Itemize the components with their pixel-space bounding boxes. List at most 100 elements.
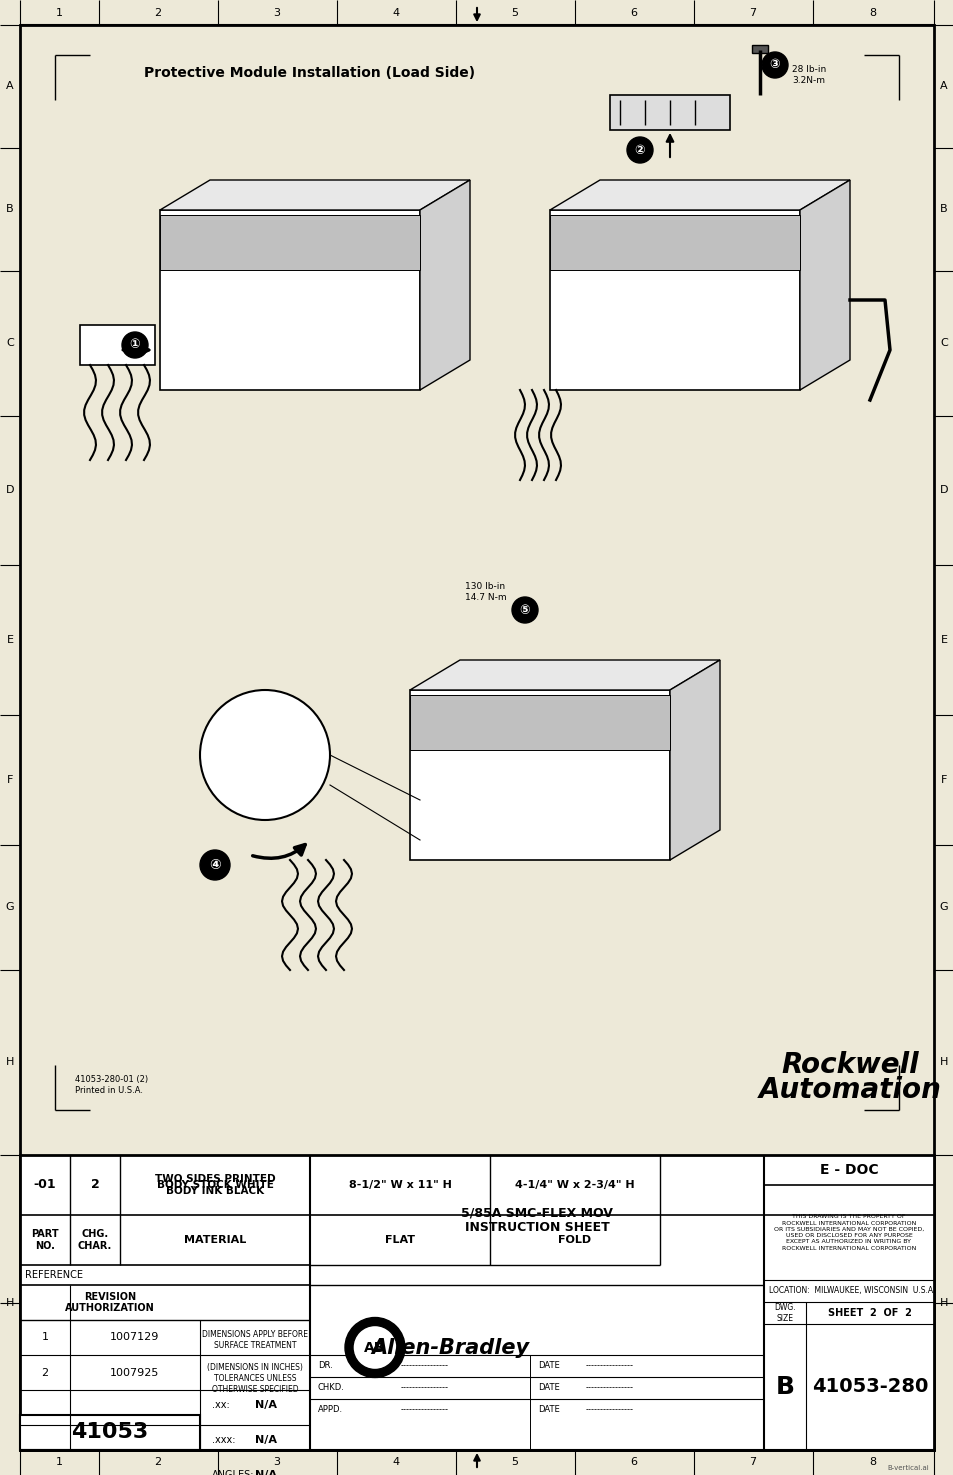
Text: FOLD: FOLD (558, 1235, 591, 1245)
Text: H: H (6, 1058, 14, 1066)
Text: DATE: DATE (537, 1361, 559, 1370)
Text: ----------------: ---------------- (400, 1406, 449, 1415)
Bar (519, 820, 550, 855)
Polygon shape (800, 180, 849, 389)
Text: H: H (939, 1298, 947, 1307)
Bar (569, 350, 599, 385)
Polygon shape (80, 324, 154, 364)
Text: DATE: DATE (537, 1406, 559, 1415)
Text: DATE: DATE (537, 1384, 559, 1392)
Text: ----------------: ---------------- (400, 1384, 449, 1392)
Text: ----------------: ---------------- (585, 1406, 634, 1415)
Text: N/A: N/A (254, 1471, 276, 1475)
Text: E - DOC: E - DOC (819, 1162, 878, 1177)
Circle shape (761, 52, 787, 78)
Text: B: B (6, 204, 13, 214)
Circle shape (353, 1326, 396, 1369)
Bar (225, 752, 305, 767)
Text: -01: -01 (33, 1179, 56, 1192)
Text: 41053-280: 41053-280 (811, 1378, 927, 1397)
Text: BODY STOCK WHITE: BODY STOCK WHITE (156, 1180, 274, 1190)
Bar (180, 350, 210, 385)
Text: 1: 1 (42, 1332, 49, 1342)
Text: APPD.: APPD. (317, 1406, 343, 1415)
Text: 1: 1 (55, 7, 63, 18)
Text: REFERENCE: REFERENCE (25, 1270, 83, 1280)
Text: .xxx:: .xxx: (212, 1435, 235, 1446)
Text: 130 lb-in
14.7 N-m: 130 lb-in 14.7 N-m (464, 583, 506, 602)
Polygon shape (160, 215, 419, 270)
Text: 8: 8 (868, 1457, 876, 1468)
Polygon shape (550, 180, 849, 209)
Text: DR.: DR. (317, 1361, 333, 1370)
Text: G: G (6, 903, 14, 912)
Circle shape (200, 850, 230, 881)
Bar (475, 820, 504, 855)
Text: 7: 7 (749, 1457, 756, 1468)
Polygon shape (669, 659, 720, 860)
Bar (430, 820, 459, 855)
Text: E: E (7, 636, 13, 645)
Polygon shape (419, 180, 470, 389)
Text: H: H (6, 1298, 14, 1307)
Text: A: A (940, 81, 947, 91)
Circle shape (345, 1317, 405, 1378)
Bar (615, 350, 644, 385)
Text: 4-1/4" W x 2-3/4" H: 4-1/4" W x 2-3/4" H (515, 1180, 634, 1190)
Text: PART
NO.: PART NO. (31, 1229, 59, 1251)
Text: FLAT: FLAT (385, 1235, 415, 1245)
Text: THIS DRAWING IS THE PROPERTY OF
ROCKWELL INTERNATIONAL CORPORATION
OR ITS SUBSID: THIS DRAWING IS THE PROPERTY OF ROCKWELL… (773, 1214, 923, 1251)
Text: Protective Module Installation (Load Side): Protective Module Installation (Load Sid… (144, 66, 475, 80)
Bar (659, 350, 689, 385)
Text: 5/85A SMC-FLEX MOV
INSTRUCTION SHEET: 5/85A SMC-FLEX MOV INSTRUCTION SHEET (460, 1207, 612, 1235)
Bar (225, 774, 305, 789)
Text: E: E (940, 636, 946, 645)
Text: 28 lb-in
3.2N-m: 28 lb-in 3.2N-m (791, 65, 825, 84)
Text: 2: 2 (154, 1457, 161, 1468)
Circle shape (200, 690, 330, 820)
Text: 5: 5 (511, 7, 518, 18)
Text: MATERIAL: MATERIAL (184, 1235, 246, 1245)
Text: DIMENSIONS APPLY BEFORE
SURFACE TREATMENT

(DIMENSIONS IN INCHES)
TOLERANCES UNL: DIMENSIONS APPLY BEFORE SURFACE TREATMEN… (202, 1330, 308, 1394)
Text: TWO SIDES PRINTED: TWO SIDES PRINTED (154, 1174, 275, 1184)
Text: ②: ② (634, 143, 644, 156)
Text: D: D (6, 485, 14, 496)
Text: LOCATION:  MILWAUKEE, WISCONSIN  U.S.A.: LOCATION: MILWAUKEE, WISCONSIN U.S.A. (768, 1286, 934, 1295)
Text: 4: 4 (392, 7, 399, 18)
Circle shape (512, 597, 537, 622)
Bar (751, 46, 767, 53)
Text: CHKD.: CHKD. (317, 1384, 345, 1392)
Polygon shape (410, 690, 669, 860)
Bar (225, 730, 305, 745)
Text: N/A: N/A (254, 1435, 276, 1446)
Text: .xx:: .xx: (212, 1400, 230, 1410)
Text: ----------------: ---------------- (400, 1361, 449, 1370)
Text: H: H (939, 1058, 947, 1066)
Circle shape (122, 332, 148, 358)
Polygon shape (410, 659, 720, 690)
Text: C: C (939, 338, 947, 348)
Text: CHG.
CHAR.: CHG. CHAR. (78, 1229, 112, 1251)
Polygon shape (410, 695, 669, 749)
Text: ③: ③ (769, 59, 780, 71)
Bar (609, 94, 729, 130)
Text: 5: 5 (511, 1457, 518, 1468)
Circle shape (626, 137, 652, 164)
Text: A: A (6, 81, 13, 91)
Text: Rockwell: Rockwell (781, 1052, 918, 1080)
Text: 6: 6 (630, 7, 637, 18)
Text: ⑤: ⑤ (519, 603, 530, 617)
Text: N/A: N/A (254, 1400, 276, 1410)
Text: Automation: Automation (758, 1075, 941, 1103)
Bar (225, 350, 254, 385)
Text: 3: 3 (274, 7, 280, 18)
Text: F: F (940, 774, 946, 785)
Text: 1: 1 (55, 1457, 63, 1468)
Text: ④: ④ (209, 858, 221, 872)
Polygon shape (160, 180, 470, 209)
Text: C: C (6, 338, 14, 348)
Text: Allen-Bradley: Allen-Bradley (371, 1338, 529, 1357)
Text: ----------------: ---------------- (585, 1384, 634, 1392)
Text: DWG.
SIZE: DWG. SIZE (774, 1304, 795, 1323)
Text: 2: 2 (154, 7, 161, 18)
